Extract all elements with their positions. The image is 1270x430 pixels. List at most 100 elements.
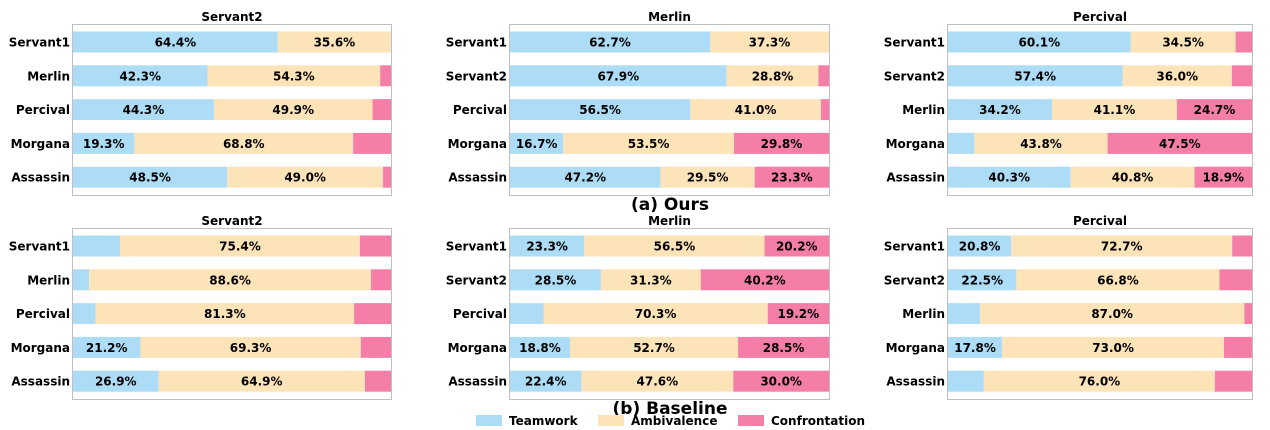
category-label: Morgana <box>886 137 945 151</box>
bar-ambivalence <box>983 370 1215 392</box>
category-label: Servant1 <box>884 36 945 50</box>
bar-confrontation <box>370 269 391 291</box>
bar-teamwork <box>510 336 570 358</box>
bar-ambivalence <box>227 166 384 188</box>
row-title-baseline: (b) Baseline <box>613 399 728 419</box>
bar-confrontation <box>1107 132 1252 154</box>
bar-ambivalence <box>660 166 755 188</box>
data-label: 18.8% <box>519 341 561 355</box>
bar-ambivalence <box>1070 166 1195 188</box>
category-label: Merlin <box>902 103 945 117</box>
bar-confrontation <box>733 132 829 154</box>
data-label: 22.4% <box>525 375 567 389</box>
data-label: 47.2% <box>564 171 606 185</box>
data-label: 29.8% <box>761 137 803 151</box>
category-label: Morgana <box>11 341 70 355</box>
category-label: Servant2 <box>446 69 507 83</box>
data-label: 23.3% <box>771 171 813 185</box>
panel-frame <box>947 24 1253 196</box>
category-label: Assassin <box>11 375 70 389</box>
bar-ambivalence <box>120 235 360 257</box>
row-title-ours: (a) Ours <box>631 195 709 215</box>
bar-ambivalence <box>89 269 371 291</box>
data-label: 57.4% <box>1014 69 1056 83</box>
bar-ambivalence <box>207 65 381 87</box>
panel-title: Merlin <box>648 10 691 24</box>
bar-teamwork <box>948 370 984 392</box>
bar-teamwork <box>948 31 1131 53</box>
data-label: 66.8% <box>1097 273 1139 287</box>
data-label: 81.3% <box>204 307 246 321</box>
bar-ambivalence <box>543 303 768 325</box>
data-label: 17.8% <box>954 341 996 355</box>
data-label: 34.2% <box>979 103 1021 117</box>
bar-confrontation <box>354 303 391 325</box>
category-label: Servant2 <box>446 273 507 287</box>
data-label: 37.3% <box>749 36 791 50</box>
bar-teamwork <box>510 99 691 121</box>
bar-ambivalence <box>563 132 734 154</box>
legend-label-teamwork: Teamwork <box>509 414 579 428</box>
category-label: Servant1 <box>446 36 507 50</box>
bar-confrontation <box>1194 166 1252 188</box>
panel-frame <box>72 24 392 196</box>
panel-frame <box>509 228 830 400</box>
category-label: Servant1 <box>9 240 70 254</box>
data-label: 47.6% <box>637 375 679 389</box>
bar-confrontation <box>1219 269 1252 291</box>
legend-label-confrontation: Confrontation <box>771 414 865 428</box>
bar-teamwork <box>510 235 585 257</box>
category-label: Assassin <box>886 171 945 185</box>
data-label: 52.7% <box>633 341 675 355</box>
category-label: Servant1 <box>9 36 70 50</box>
data-label: 47.5% <box>1159 137 1201 151</box>
data-label: 87.0% <box>1091 307 1133 321</box>
category-label: Assassin <box>448 171 507 185</box>
category-label: Percival <box>16 307 70 321</box>
bar-confrontation <box>821 99 829 121</box>
bar-ambivalence <box>1122 65 1232 87</box>
category-label: Servant1 <box>884 240 945 254</box>
data-label: 16.7% <box>516 137 558 151</box>
bar-ambivalence <box>726 65 819 87</box>
data-label: 22.5% <box>961 273 1003 287</box>
category-label: Merlin <box>27 273 70 287</box>
bar-teamwork <box>510 370 582 392</box>
data-label: 73.0% <box>1092 341 1134 355</box>
data-label: 41.0% <box>735 103 777 117</box>
bar-confrontation <box>1231 65 1252 87</box>
bar-ambivalence <box>581 370 734 392</box>
legend-swatch-ambivalence <box>598 415 624 426</box>
panel-ours-percival: Percival Servant1 60.1% 34.5% Servant2 57.4% 3… <box>884 10 1253 196</box>
data-label: 64.9% <box>241 375 283 389</box>
category-label: Morgana <box>886 341 945 355</box>
category-label: Assassin <box>448 375 507 389</box>
panel-baseline-merlin: Merlin Servant1 23.3% 56.5% 20.2% Servant2 28.… <box>446 214 830 400</box>
bar-ambivalence <box>569 336 739 358</box>
data-label: 20.8% <box>959 240 1001 254</box>
data-label: 24.7% <box>1194 103 1236 117</box>
data-label: 28.8% <box>752 69 794 83</box>
bar-ambivalence <box>1011 235 1233 257</box>
chart-panels: Servant2 Servant1 64.4% 35.6% Merlin 42.3% 54.… <box>9 10 1253 400</box>
bar-teamwork <box>948 303 980 325</box>
panel-ours-merlin: Merlin Servant1 62.7% 37.3% Servant2 67.9% 28.… <box>446 10 830 196</box>
legend-swatch-confrontation <box>738 415 764 426</box>
data-label: 42.3% <box>119 69 161 83</box>
bar-ambivalence <box>1130 31 1236 53</box>
bar-confrontation <box>353 132 391 154</box>
bar-teamwork <box>948 166 1071 188</box>
bar-teamwork <box>948 132 975 154</box>
bar-teamwork <box>948 269 1017 291</box>
data-label: 48.5% <box>129 171 171 185</box>
bar-confrontation <box>1232 235 1252 257</box>
bar-teamwork <box>73 99 214 121</box>
data-label: 60.1% <box>1019 36 1061 50</box>
data-label: 49.9% <box>272 103 314 117</box>
bar-confrontation <box>733 370 829 392</box>
bar-teamwork <box>73 235 121 257</box>
category-label: Assassin <box>11 171 70 185</box>
bar-confrontation <box>364 370 391 392</box>
category-label: Servant2 <box>884 273 945 287</box>
